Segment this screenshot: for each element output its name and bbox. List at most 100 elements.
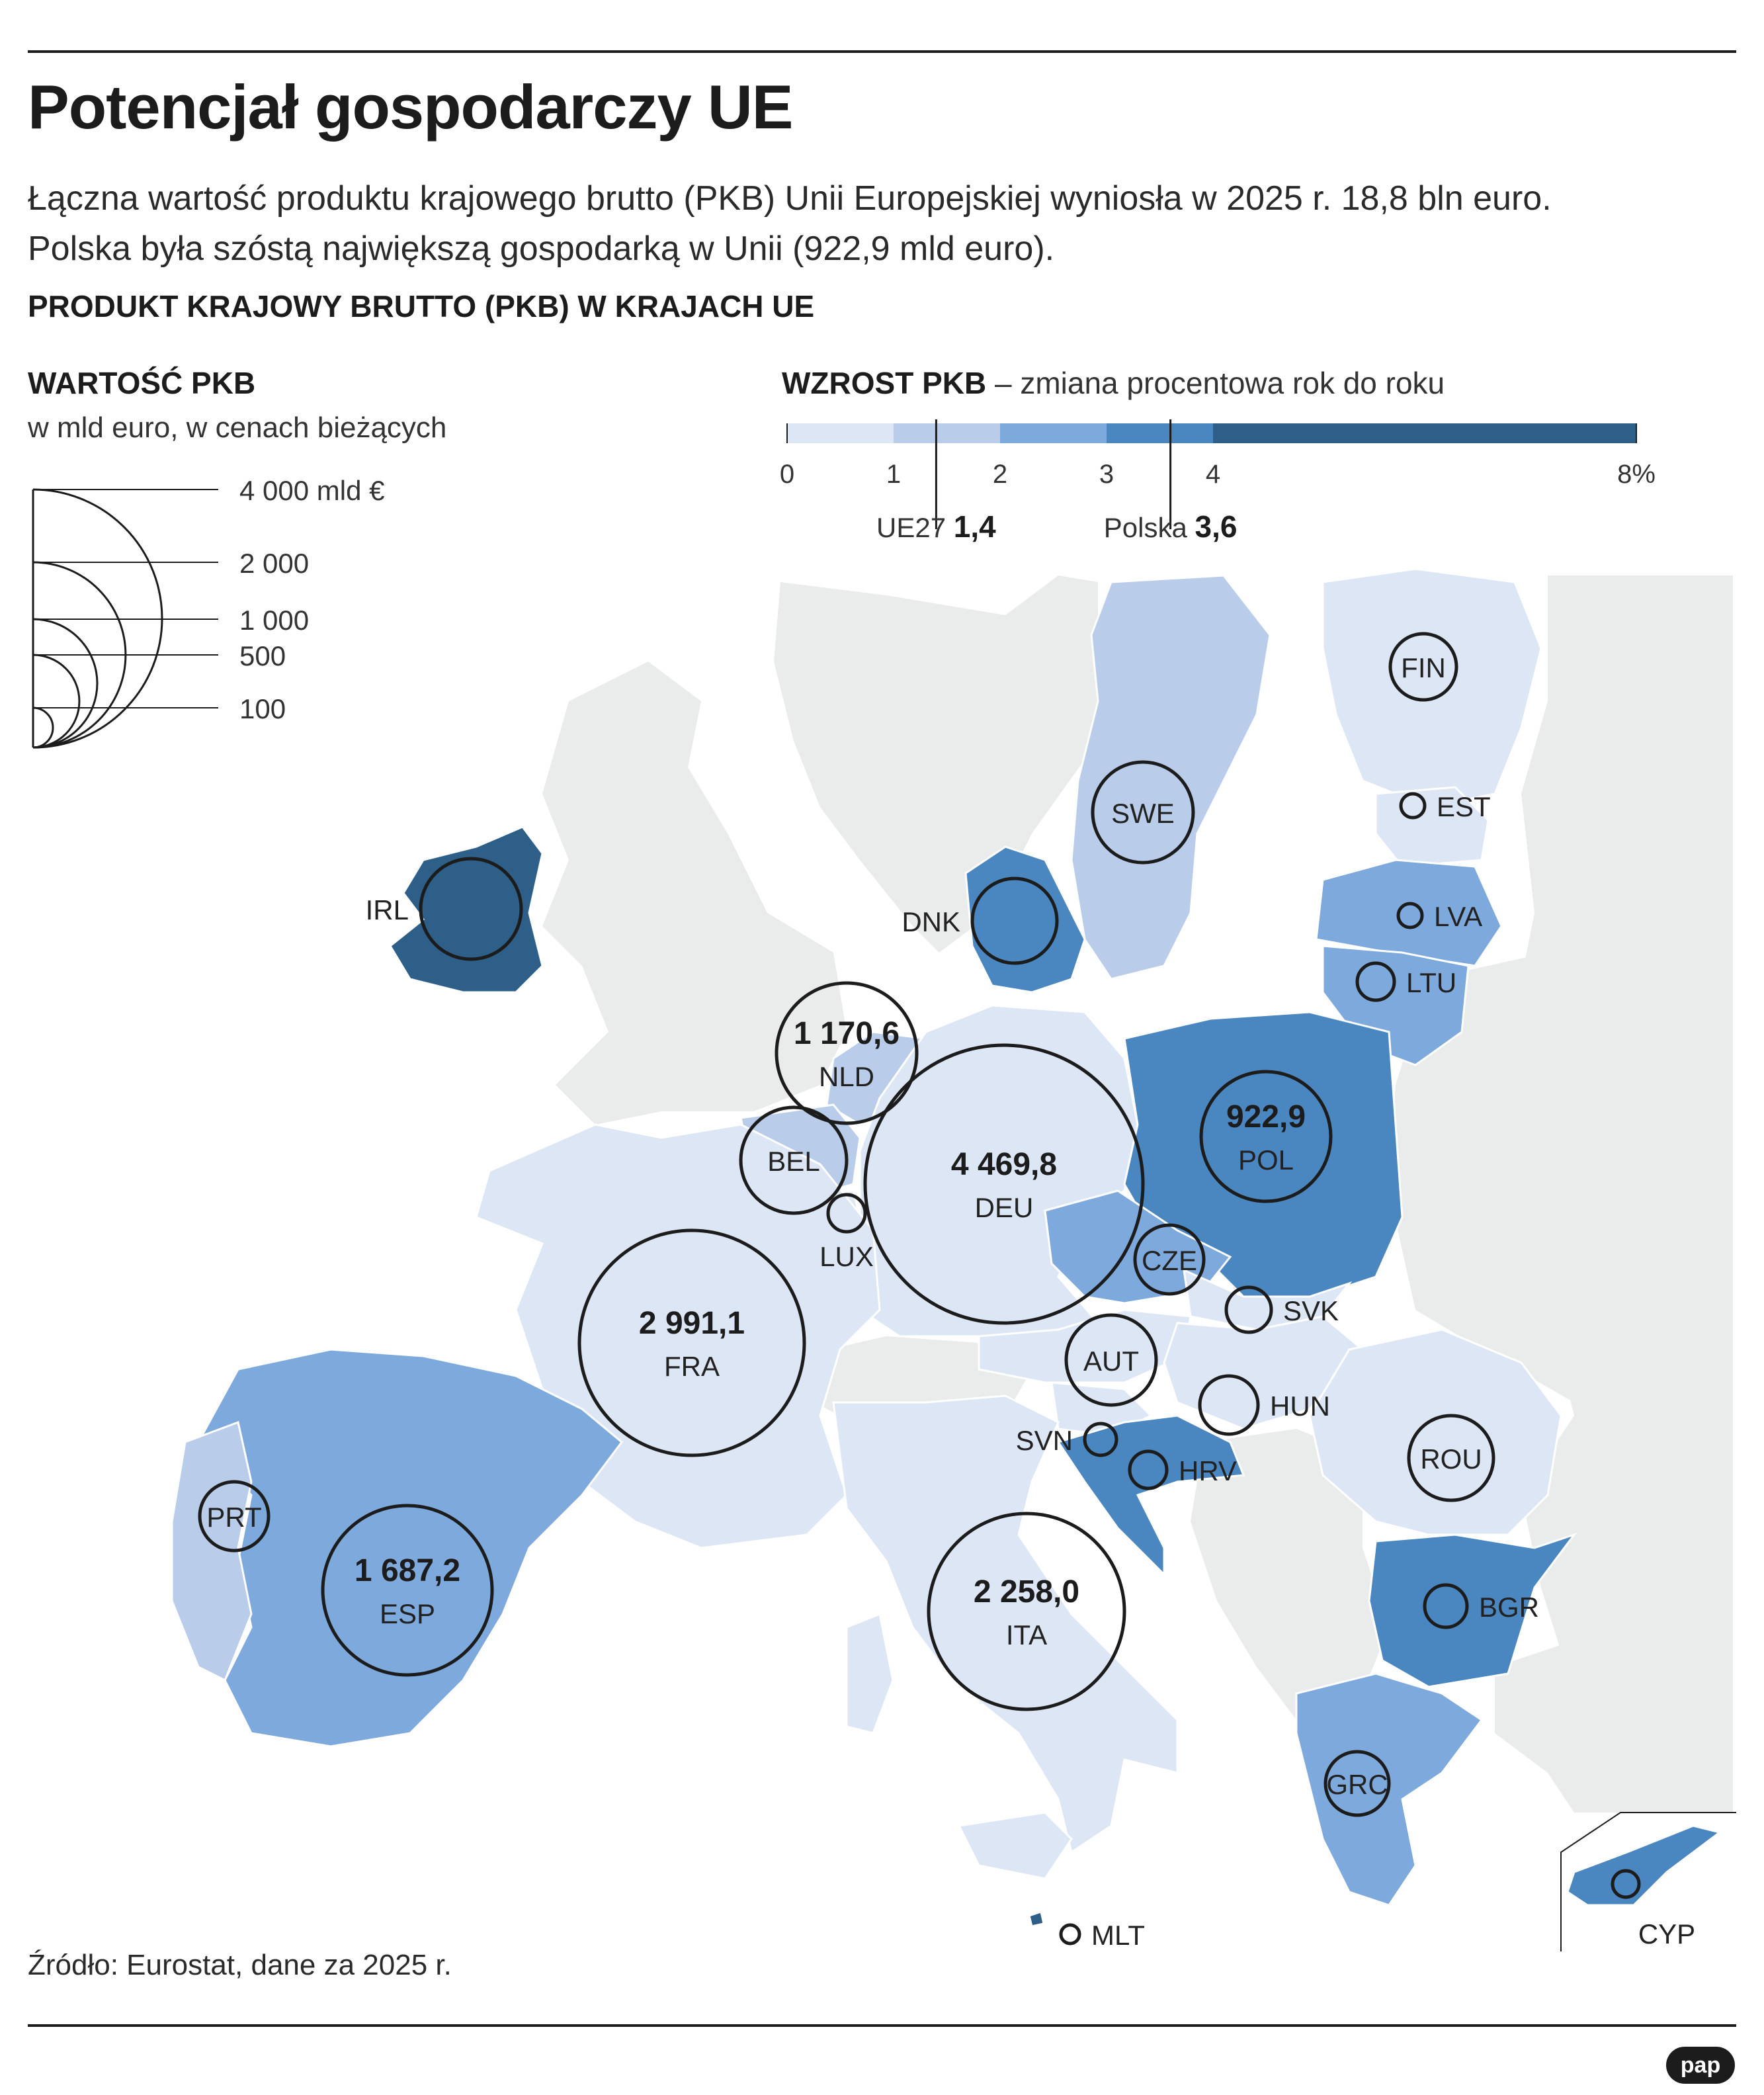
country-mlt xyxy=(1028,1910,1045,1928)
country-code-label: SVK xyxy=(1283,1295,1339,1326)
gdp-circle xyxy=(1064,1313,1158,1407)
size-legend: 4 000 mld € 2 000 1 000 500 100 xyxy=(32,475,384,749)
gdp-circle xyxy=(1198,1374,1260,1436)
gdp-value-label: 2 991,1 xyxy=(639,1306,745,1341)
country-code-label: DNK xyxy=(902,906,960,937)
country-code-label: PRT xyxy=(206,1502,261,1533)
country-code-label: ESP xyxy=(380,1598,435,1629)
bubble-nld: 1 170,6 NLD xyxy=(775,981,919,1125)
bubble-ita: 2 258,0 ITA xyxy=(927,1512,1126,1711)
gdp-circle xyxy=(1611,1869,1641,1899)
country-bgr xyxy=(1368,1533,1577,1688)
country-code-label: LTU xyxy=(1406,967,1456,998)
country-ita xyxy=(832,1394,1179,1854)
background-land xyxy=(542,576,1733,1813)
size-legend-arc xyxy=(32,706,54,749)
country-code-label: BEL xyxy=(767,1146,819,1177)
land-balkans-west xyxy=(1191,1429,1389,1720)
country-esp xyxy=(197,1348,624,1748)
size-legend-item: 2 000 xyxy=(32,548,309,749)
bubble-dnk: DNK xyxy=(902,876,1059,965)
gdp-circle xyxy=(1091,760,1195,865)
pap-logo: pap xyxy=(1666,2047,1735,2084)
bubble-bel: BEL xyxy=(739,1105,849,1215)
color-legend-marker-label: Polska 3,6 xyxy=(1104,509,1238,544)
gdp-circle xyxy=(1224,1285,1273,1334)
gdp-circle xyxy=(775,981,919,1125)
gdp-circle xyxy=(1128,1449,1169,1490)
gdp-circle xyxy=(739,1105,849,1215)
color-legend-tick-label: 8% xyxy=(1617,460,1656,489)
gdp-value-label: 1 170,6 xyxy=(794,1016,900,1051)
bottom-rule xyxy=(28,2024,1736,2027)
country-code-label: NLD xyxy=(819,1061,874,1092)
country-code-label: IRL xyxy=(366,894,409,925)
gdp-circle xyxy=(1323,1750,1391,1817)
lead-text: Łączna wartość produktu krajowego brutto… xyxy=(28,173,1552,274)
country-code-label: EST xyxy=(1437,791,1491,822)
size-legend-arc xyxy=(32,618,99,749)
bubble-bgr: BGR xyxy=(1423,1583,1539,1629)
country-code-label: FIN xyxy=(1401,652,1446,683)
gdp-value-label: 4 469,8 xyxy=(951,1147,1057,1182)
land-belarus-ukraine xyxy=(1389,953,1693,1402)
color-legend-swatch xyxy=(1213,423,1636,443)
country-est xyxy=(1374,786,1490,868)
country-prt xyxy=(171,1420,253,1682)
bubble-est: EST xyxy=(1399,791,1491,822)
gdp-circle xyxy=(1423,1583,1469,1629)
bubble-grc: GRC xyxy=(1323,1750,1391,1817)
gdp-value-label: 2 258,0 xyxy=(974,1574,1079,1609)
size-legend-label: 4 000 mld € xyxy=(239,475,384,506)
country-code-label: AUT xyxy=(1083,1346,1139,1377)
color-legend-swatch xyxy=(1000,423,1107,443)
country-code-label: POL xyxy=(1238,1144,1294,1176)
bubble-svk: SVK xyxy=(1224,1285,1339,1334)
bubble-hun: HUN xyxy=(1198,1374,1330,1436)
bubble-cyp: CYP xyxy=(1611,1869,1695,1949)
gdp-circle xyxy=(1059,1923,1081,1945)
size-legend-item: 1 000 xyxy=(32,605,309,749)
lead-line-2: Polska była szóstą największą gospodarką… xyxy=(28,230,1055,268)
gdp-circle xyxy=(1355,961,1396,1002)
color-legend-tick-label: 2 xyxy=(993,460,1007,489)
size-legend-label: 2 000 xyxy=(239,548,309,579)
gdp-circle xyxy=(419,857,523,961)
bubble-cze: CZE xyxy=(1133,1223,1206,1296)
color-legend-title-bold: WZROST PKB xyxy=(782,366,987,400)
color-legend-subtitle: – zmiana procentowa rok do roku xyxy=(994,366,1445,400)
bubble-hrv: HRV xyxy=(1128,1449,1237,1490)
size-legend-subtitle: w mld euro, w cenach bieżących xyxy=(28,411,447,444)
country-code-label: SVN xyxy=(1016,1425,1073,1456)
country-code-label: ROU xyxy=(1420,1443,1482,1475)
size-legend-item: 100 xyxy=(32,693,286,749)
bubble-aut: AUT xyxy=(1064,1313,1158,1407)
gdp-circle xyxy=(321,1504,494,1677)
country-code-label: ITA xyxy=(1006,1619,1047,1650)
gdp-circle xyxy=(1399,792,1427,820)
gdp-circle xyxy=(1133,1223,1206,1296)
bubble-rou: ROU xyxy=(1407,1414,1495,1502)
country-fin xyxy=(1322,568,1542,808)
gdp-circle xyxy=(927,1512,1126,1711)
bubble-lux: LUX xyxy=(819,1193,874,1272)
country-code-label: MLT xyxy=(1091,1920,1145,1951)
source-note: Źródło: Eurostat, dane za 2025 r. xyxy=(28,1949,452,1981)
country-dnk xyxy=(964,845,1086,994)
country-ita-sardinia xyxy=(845,1612,894,1734)
country-code-label: BGR xyxy=(1479,1592,1539,1623)
size-legend-label: 1 000 xyxy=(239,605,309,636)
bubble-mlt: MLT xyxy=(1059,1920,1145,1951)
country-code-label: FRA xyxy=(664,1351,720,1382)
gdp-circle xyxy=(970,876,1059,965)
country-code-label: HUN xyxy=(1270,1390,1330,1422)
gdp-value-label: 922,9 xyxy=(1226,1099,1306,1134)
top-rule xyxy=(28,50,1736,53)
gdp-circle xyxy=(1388,632,1458,702)
lead-line-1: Łączna wartość produktu krajowego brutto… xyxy=(28,179,1552,218)
size-legend-label: 500 xyxy=(239,640,286,671)
bubble-lva: LVA xyxy=(1396,901,1482,932)
color-legend-swatch xyxy=(894,423,1000,443)
